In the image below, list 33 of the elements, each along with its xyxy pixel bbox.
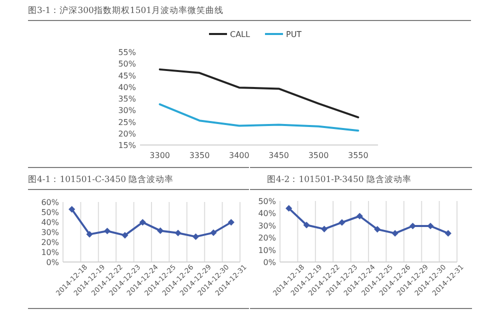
y-tick-label: 50% bbox=[118, 60, 136, 69]
y-tick-label: 55% bbox=[118, 48, 136, 57]
y-tick-label: 20% bbox=[118, 129, 136, 138]
chart-title: 图4-1：101501-C-3450 隐含波动率 bbox=[28, 174, 174, 185]
y-tick-label: 0% bbox=[263, 258, 276, 267]
y-tick-label: 25% bbox=[118, 118, 136, 127]
legend-label: CALL bbox=[230, 30, 251, 39]
y-tick-label: 20% bbox=[258, 234, 276, 243]
x-tick-label: 3500 bbox=[308, 151, 329, 160]
x-tick-label: 3550 bbox=[348, 151, 368, 160]
y-tick-label: 50% bbox=[41, 208, 60, 217]
y-tick-label: 40% bbox=[41, 218, 60, 227]
y-tick-label: 30% bbox=[41, 228, 60, 237]
y-tick-label: 40% bbox=[258, 209, 276, 218]
y-tick-label: 35% bbox=[118, 94, 136, 104]
y-tick-label: 45% bbox=[118, 71, 136, 80]
x-tick-label: 3400 bbox=[228, 151, 250, 160]
chart-title: 图4-2：101501-P-3450 隐含波动率 bbox=[267, 174, 412, 185]
y-tick-label: 20% bbox=[41, 238, 60, 247]
y-tick-label: 10% bbox=[41, 248, 60, 257]
x-tick-label: 3350 bbox=[189, 151, 210, 160]
x-tick-label: 3450 bbox=[268, 151, 290, 160]
x-tick-label: 3300 bbox=[150, 151, 170, 160]
y-tick-label: 15% bbox=[118, 141, 136, 150]
y-tick-label: 10% bbox=[258, 246, 276, 255]
y-tick-label: 40% bbox=[118, 82, 136, 92]
y-tick-label: 0% bbox=[46, 258, 60, 267]
y-tick-label: 30% bbox=[118, 106, 136, 116]
chart-title: 图3-1：沪深300指数期权1501月波动率微笑曲线 bbox=[28, 5, 224, 16]
legend-label: PUT bbox=[286, 30, 302, 39]
y-tick-label: 60% bbox=[41, 198, 60, 207]
y-tick-label: 30% bbox=[258, 221, 276, 230]
y-tick-label: 50% bbox=[258, 197, 276, 206]
